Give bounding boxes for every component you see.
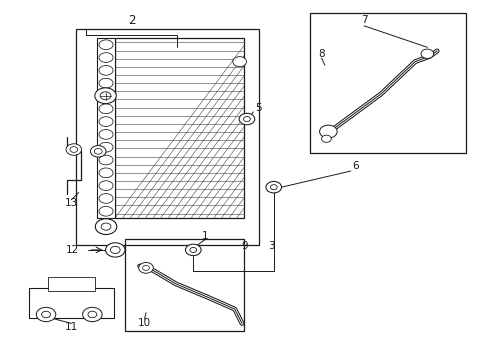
Text: 10: 10 [138,319,151,328]
Text: 1: 1 [202,231,208,240]
Bar [48,277,95,291]
Circle shape [139,262,153,273]
Circle shape [319,125,336,138]
Bar [97,39,115,218]
Circle shape [101,223,111,230]
Text: 4: 4 [102,69,109,79]
Circle shape [265,181,281,193]
Circle shape [90,145,106,157]
Bar [29,288,114,318]
Circle shape [110,246,120,253]
Circle shape [88,311,97,318]
Text: 12: 12 [65,245,79,255]
Circle shape [185,244,201,256]
Text: 7: 7 [360,15,366,26]
Text: 6: 6 [351,161,358,171]
Circle shape [41,311,50,318]
Circle shape [243,117,250,122]
Bar [76,30,259,244]
Circle shape [82,307,102,321]
Text: 13: 13 [64,198,78,208]
Circle shape [66,144,81,155]
Circle shape [95,88,116,104]
Bar [125,239,244,330]
Circle shape [142,265,149,270]
Circle shape [189,247,196,252]
Bar [115,39,244,218]
Circle shape [100,92,111,100]
Circle shape [321,135,330,142]
Circle shape [94,148,102,154]
Circle shape [270,185,277,190]
Text: 8: 8 [318,49,324,59]
Circle shape [239,113,254,125]
Text: 9: 9 [241,241,247,251]
Circle shape [36,307,56,321]
Circle shape [105,243,125,257]
Text: 5: 5 [254,103,261,113]
Circle shape [232,57,246,67]
Circle shape [95,219,117,234]
Circle shape [420,49,433,58]
Bar [310,13,466,153]
Text: 3: 3 [267,241,274,251]
Text: 11: 11 [64,322,78,332]
Circle shape [70,147,78,152]
Text: 2: 2 [127,14,135,27]
